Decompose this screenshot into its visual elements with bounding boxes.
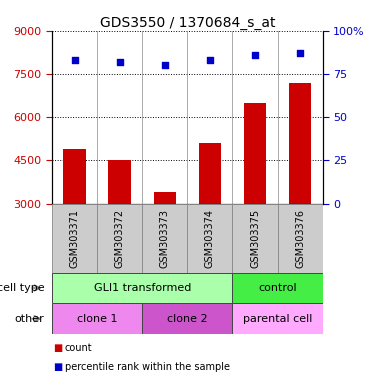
Text: cell type: cell type: [0, 283, 45, 293]
Point: [252, 52, 258, 58]
Bar: [244, 103, 266, 204]
Text: GSM303374: GSM303374: [205, 209, 215, 268]
Point: [162, 62, 168, 68]
Text: GSM303373: GSM303373: [160, 209, 170, 268]
Text: GLI1 transformed: GLI1 transformed: [93, 283, 191, 293]
Point: [117, 59, 123, 65]
Text: other: other: [15, 314, 45, 324]
Bar: [233, 303, 323, 334]
Text: GSM303371: GSM303371: [69, 209, 79, 268]
Bar: [187, 204, 233, 273]
Bar: [52, 303, 142, 334]
Text: GSM303375: GSM303375: [250, 209, 260, 268]
Bar: [63, 149, 86, 204]
Bar: [278, 204, 323, 273]
Bar: [142, 204, 187, 273]
Bar: [52, 273, 233, 303]
Text: percentile rank within the sample: percentile rank within the sample: [65, 362, 230, 372]
Text: clone 2: clone 2: [167, 314, 208, 324]
Text: clone 1: clone 1: [77, 314, 117, 324]
Text: GSM303372: GSM303372: [115, 209, 125, 268]
Bar: [233, 204, 278, 273]
Bar: [233, 273, 323, 303]
Bar: [52, 204, 97, 273]
Text: parental cell: parental cell: [243, 314, 312, 324]
Point: [207, 57, 213, 63]
Bar: [142, 303, 233, 334]
Text: control: control: [258, 283, 297, 293]
Bar: [154, 192, 176, 204]
Text: GSM303376: GSM303376: [295, 209, 305, 268]
Bar: [289, 83, 312, 204]
Text: count: count: [65, 343, 92, 353]
Point: [297, 50, 303, 56]
Bar: [108, 161, 131, 204]
Point: [72, 57, 78, 63]
Text: ■: ■: [53, 362, 62, 372]
Bar: [198, 143, 221, 204]
Text: ■: ■: [53, 343, 62, 353]
Bar: [97, 204, 142, 273]
Title: GDS3550 / 1370684_s_at: GDS3550 / 1370684_s_at: [99, 16, 275, 30]
